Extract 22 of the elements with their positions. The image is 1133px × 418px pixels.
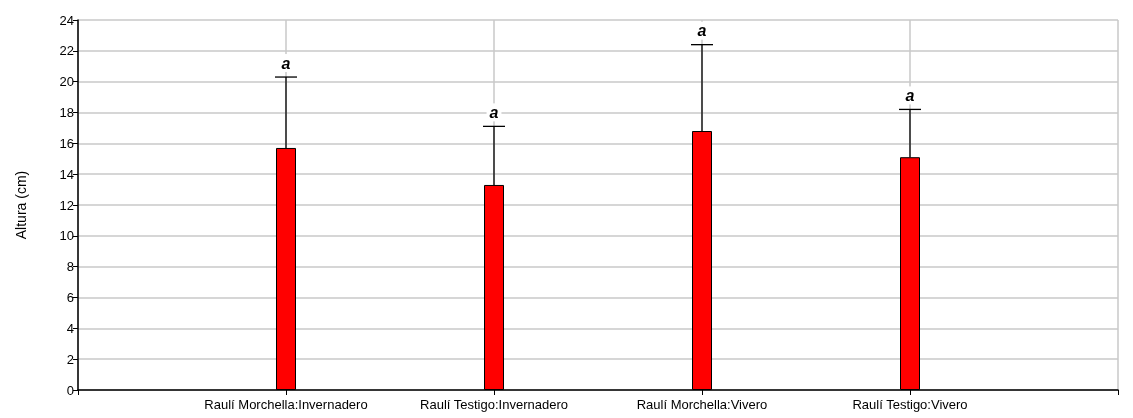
x-tick-label: Raulí Testigo:Vivero xyxy=(852,397,968,412)
annotation: a xyxy=(489,103,499,121)
annotation: a xyxy=(281,54,291,72)
x-tick-label: Raulí Morchella:Vivero xyxy=(636,397,768,412)
y-tick-label: 2 xyxy=(66,351,74,367)
x-tick-label: Raulí Testigo:Invernadero xyxy=(420,397,568,412)
y-tick-label: 18 xyxy=(59,105,74,120)
y-tick-label: 6 xyxy=(66,290,74,305)
y-axis-title: Altura (cm) xyxy=(13,170,29,240)
y-tick-label: 20 xyxy=(59,74,74,90)
x-tick-label: Raulí Morchella:Invernadero xyxy=(204,397,368,412)
y-tick-label: 24 xyxy=(59,12,74,28)
y-tick-label: 14 xyxy=(59,166,74,182)
y-tick-label: 8 xyxy=(66,259,74,275)
annotation: a xyxy=(697,22,707,40)
y-tick-label: 16 xyxy=(59,135,74,151)
annotation: a xyxy=(905,86,915,104)
y-tick-label: 22 xyxy=(59,43,74,59)
y-tick-label: 10 xyxy=(59,228,74,244)
y-tick-label: 0 xyxy=(66,382,74,398)
y-tick-label: 4 xyxy=(66,320,74,336)
y-tick-label: 12 xyxy=(59,197,74,213)
